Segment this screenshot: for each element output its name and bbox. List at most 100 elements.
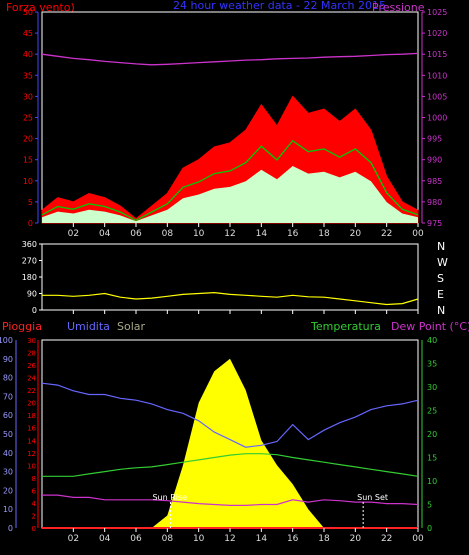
x-tick-label: 20 <box>350 534 362 544</box>
rain-y-tick-label: 20 <box>3 486 13 495</box>
wind-y-tick-label: 20 <box>23 135 33 144</box>
rain-panel: 0102030405060708090100024681012141618202… <box>0 336 437 544</box>
rain-y-tick-label: 70 <box>3 392 13 401</box>
solar-y-tick-label: 18 <box>27 412 36 420</box>
x-tick-label: 14 <box>256 229 268 239</box>
pressure-y-tick-label: 1010 <box>427 71 447 80</box>
temp-y-tick-label: 5 <box>427 501 432 510</box>
rain-label: Pioggia <box>2 320 42 333</box>
compass-label: W <box>437 256 448 269</box>
dewpoint-label: Dew Point (°C) <box>391 320 469 333</box>
x-tick-label: 08 <box>162 229 174 239</box>
chart-title: 24 hour weather data - 22 March 2015 <box>173 0 386 12</box>
temp-y-tick-label: 20 <box>427 430 437 439</box>
pressure-y-tick-label: 1005 <box>427 92 447 101</box>
sunrise-label: Sun Rise <box>152 493 187 502</box>
compass-label: E <box>437 288 444 301</box>
x-tick-label: 00 <box>412 534 424 544</box>
dir-y-tick-label: 360 <box>22 240 37 249</box>
base-area <box>42 166 418 223</box>
wind-y-tick-label: 25 <box>23 114 33 123</box>
x-tick-label: 08 <box>162 534 174 544</box>
x-tick-label: 04 <box>99 534 111 544</box>
x-tick-label: 04 <box>99 229 111 239</box>
rain-y-tick-label: 80 <box>3 374 13 383</box>
wind-y-tick-label: 0 <box>28 219 33 228</box>
pressure-y-tick-label: 1020 <box>427 29 447 38</box>
solar-y-tick-label: 6 <box>32 487 37 495</box>
solar-y-tick-label: 16 <box>27 425 36 433</box>
pressure-y-tick-label: 975 <box>427 219 442 228</box>
wind-left-label: Forza vento) <box>6 1 75 14</box>
temp-y-tick-label: 15 <box>427 454 437 463</box>
temp-y-tick-label: 0 <box>427 524 432 533</box>
compass-label: N <box>437 304 445 317</box>
solar-y-tick-label: 26 <box>27 362 36 370</box>
temp-y-tick-label: 40 <box>427 336 437 345</box>
solar-y-tick-label: 22 <box>27 387 36 395</box>
x-tick-label: 18 <box>318 534 330 544</box>
x-tick-label: 18 <box>318 229 330 239</box>
x-tick-label: 22 <box>381 534 392 544</box>
wind-y-tick-label: 30 <box>23 92 33 101</box>
direction-frame <box>41 243 419 311</box>
x-tick-label: 02 <box>68 534 79 544</box>
temperature-line <box>42 453 419 477</box>
dir-y-tick-label: 270 <box>22 257 37 266</box>
x-tick-label: 14 <box>256 534 268 544</box>
solar-label: Solar <box>117 320 146 333</box>
x-tick-label: 06 <box>130 534 142 544</box>
dewpoint-line <box>42 494 419 506</box>
x-tick-label: 02 <box>68 229 79 239</box>
solar-y-tick-label: 2 <box>32 512 36 520</box>
compass-label: N <box>437 240 445 253</box>
wind-y-tick-label: 40 <box>23 50 33 59</box>
rain-y-tick-label: 30 <box>3 468 13 477</box>
wind-y-tick-label: 50 <box>23 8 33 17</box>
wind-y-tick-label: 15 <box>23 156 33 165</box>
rain-y-tick-label: 0 <box>8 524 13 533</box>
rain-y-tick-label: 100 <box>0 336 13 345</box>
x-tick-label: 12 <box>224 534 235 544</box>
rain-y-tick-label: 50 <box>3 430 13 439</box>
pressure-y-tick-label: 1015 <box>427 50 447 59</box>
solar-y-tick-label: 14 <box>27 437 36 445</box>
pressure-y-tick-label: 980 <box>427 198 442 207</box>
wind-y-tick-label: 10 <box>23 177 33 186</box>
x-tick-label: 20 <box>350 229 362 239</box>
x-tick-label: 22 <box>381 229 392 239</box>
rain-y-tick-label: 60 <box>3 411 13 420</box>
wind-y-tick-label: 35 <box>23 71 33 80</box>
direction-line <box>42 291 419 306</box>
x-tick-label: 10 <box>193 534 205 544</box>
temp-y-tick-label: 35 <box>427 360 437 369</box>
x-tick-label: 00 <box>412 229 424 239</box>
dir-y-tick-label: 180 <box>22 273 37 282</box>
rain-y-tick-label: 40 <box>3 449 13 458</box>
pressure-y-tick-label: 985 <box>427 177 442 186</box>
temp-y-tick-label: 10 <box>427 477 437 486</box>
x-tick-label: 16 <box>287 229 299 239</box>
solar-y-tick-label: 8 <box>32 475 36 483</box>
temp-y-tick-label: 25 <box>427 407 437 416</box>
pressure-y-tick-label: 990 <box>427 156 442 165</box>
wind-y-tick-label: 45 <box>23 29 33 38</box>
solar-y-tick-label: 10 <box>27 462 36 470</box>
solar-y-tick-label: 20 <box>27 400 36 408</box>
humidity-line <box>41 382 419 448</box>
solar-y-tick-label: 28 <box>27 350 36 358</box>
dir-y-tick-label: 90 <box>27 290 37 299</box>
x-tick-label: 16 <box>287 534 299 544</box>
solar-y-tick-label: 12 <box>27 450 36 458</box>
pressure-y-tick-label: 1025 <box>427 8 447 17</box>
compass-label: S <box>437 272 444 285</box>
solar-y-tick-label: 0 <box>32 525 36 533</box>
rain-y-tick-label: 90 <box>3 355 13 364</box>
x-tick-label: 06 <box>130 229 142 239</box>
dir-y-tick-label: 0 <box>32 306 37 315</box>
pressure-right-label: Pressione <box>372 1 425 14</box>
sunset-label: Sun Set <box>357 493 388 502</box>
pressure-y-tick-label: 995 <box>427 135 442 144</box>
